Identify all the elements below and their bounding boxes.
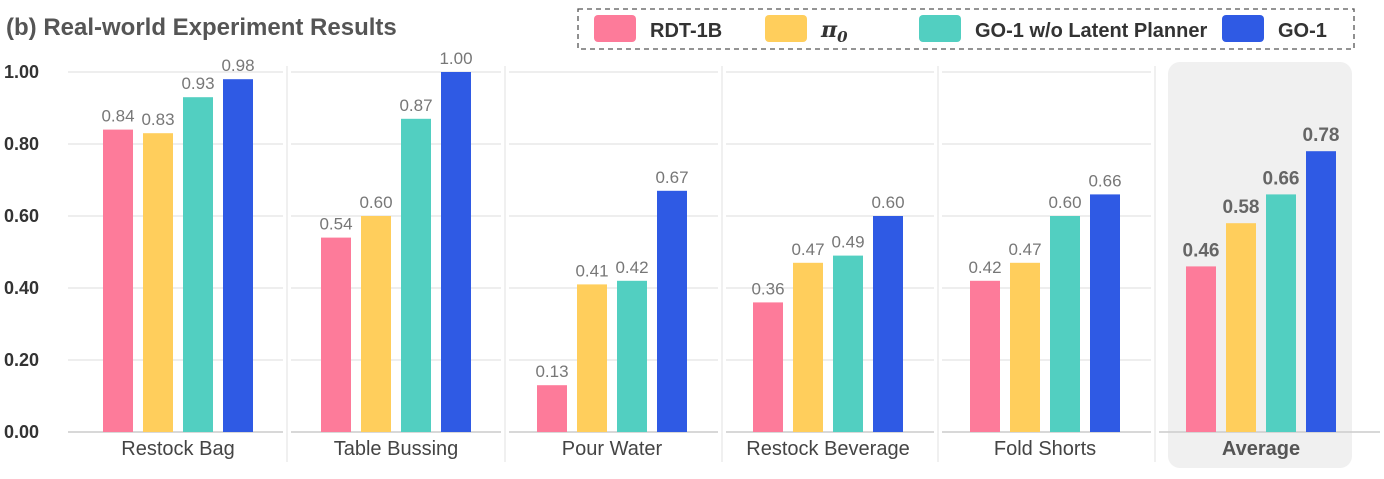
x-tick-label-table-bussing: Table Bussing — [334, 438, 459, 460]
y-axis: 0.00 0.20 0.40 0.60 0.80 1.00 — [4, 62, 39, 442]
legend-label-go-1-w-o-latent-planner: GO-1 w/o Latent Planner — [975, 20, 1207, 42]
value-label: 0.41 — [575, 261, 608, 280]
bar-go-1-table-bussing — [441, 72, 471, 432]
y-tick-label: 0.00 — [4, 422, 39, 442]
value-label: 0.67 — [655, 168, 688, 187]
legend: RDT-1B π0 GO-1 w/o Latent Planner GO-1 — [577, 8, 1355, 50]
bars — [103, 72, 1336, 433]
value-label: 0.60 — [359, 193, 392, 212]
bar-0-table-bussing — [361, 216, 391, 432]
bar-go-1-restock-bag — [223, 79, 253, 432]
legend-swatch-go-1 — [1222, 15, 1264, 42]
legend-label-pi0: π0 — [820, 17, 848, 46]
value-label: 1.00 — [439, 49, 472, 68]
value-label: 0.84 — [101, 107, 134, 126]
bar-go-1-average — [1306, 151, 1336, 432]
bar-go-1-w-o-latent-planner-fold-shorts — [1050, 216, 1080, 432]
bar-0-average — [1226, 223, 1256, 432]
bar-go-1-w-o-latent-planner-table-bussing — [401, 118, 431, 433]
value-label: 0.78 — [1303, 125, 1340, 146]
value-label: 0.87 — [399, 96, 432, 115]
value-label: 0.58 — [1223, 197, 1260, 218]
legend-swatch-go-1-w-o-latent-planner — [919, 15, 961, 42]
x-axis: Restock Bag Table Bussing Pour Water Restoc… — [121, 438, 1300, 460]
bar-0-restock-beverage — [793, 262, 823, 432]
value-label: 0.46 — [1183, 240, 1220, 261]
value-label: 0.49 — [831, 233, 864, 252]
bar-0-pour-water — [577, 284, 607, 432]
bar-go-1-w-o-latent-planner-average — [1266, 194, 1296, 432]
y-tick-label: 1.00 — [4, 62, 39, 82]
bar-0-restock-bag — [143, 133, 173, 432]
bar-rdt-1b-table-bussing — [321, 237, 351, 432]
chart-title: (b) Real-world Experiment Results — [6, 14, 397, 41]
bar-go-1-pour-water — [657, 190, 687, 432]
x-tick-label-restock-beverage: Restock Beverage — [746, 438, 909, 460]
bar-rdt-1b-restock-beverage — [753, 302, 783, 432]
legend-swatch-rdt-1b — [594, 15, 636, 42]
bar-go-1-restock-beverage — [873, 216, 903, 432]
y-tick-label: 0.40 — [4, 278, 39, 298]
bar-go-1-w-o-latent-planner-restock-bag — [183, 97, 213, 432]
x-tick-label-fold-shorts: Fold Shorts — [994, 438, 1096, 460]
value-label: 0.93 — [181, 74, 214, 93]
bar-rdt-1b-average — [1186, 266, 1216, 432]
value-label: 0.42 — [615, 258, 648, 277]
bar-go-1-w-o-latent-planner-restock-beverage — [833, 255, 863, 432]
value-labels: 0.84 0.54 0.13 0.36 0.42 0.46 0.83 0.60 0.41 0.47… — [101, 49, 1339, 381]
x-tick-label-pour-water: Pour Water — [562, 438, 663, 460]
x-tick-label-restock-bag: Restock Bag — [121, 438, 234, 460]
bar-go-1-w-o-latent-planner-pour-water — [617, 280, 647, 432]
value-label: 0.83 — [141, 110, 174, 129]
x-tick-label-average: Average — [1222, 438, 1300, 460]
y-tick-label: 0.20 — [4, 350, 39, 370]
y-tick-label: 0.60 — [4, 206, 39, 226]
value-label: 0.98 — [221, 56, 254, 75]
legend-swatch-0 — [765, 15, 807, 42]
value-label: 0.66 — [1088, 171, 1121, 190]
value-label: 0.47 — [1008, 240, 1041, 259]
bar-go-1-fold-shorts — [1090, 194, 1120, 432]
y-tick-label: 0.80 — [4, 134, 39, 154]
value-label: 0.60 — [1048, 193, 1081, 212]
value-label: 0.54 — [319, 215, 352, 234]
legend-label-go-1: GO-1 — [1278, 20, 1327, 42]
bar-rdt-1b-pour-water — [537, 385, 567, 432]
legend-label-rdt-1b: RDT-1B — [650, 20, 722, 42]
value-label: 0.13 — [535, 362, 568, 381]
bar-rdt-1b-restock-bag — [103, 129, 133, 432]
bar-rdt-1b-fold-shorts — [970, 280, 1000, 432]
bar-0-fold-shorts — [1010, 262, 1040, 432]
value-label: 0.42 — [968, 258, 1001, 277]
value-label: 0.66 — [1263, 168, 1300, 189]
value-label: 0.36 — [751, 279, 784, 298]
value-label: 0.47 — [791, 240, 824, 259]
value-label: 0.60 — [871, 193, 904, 212]
